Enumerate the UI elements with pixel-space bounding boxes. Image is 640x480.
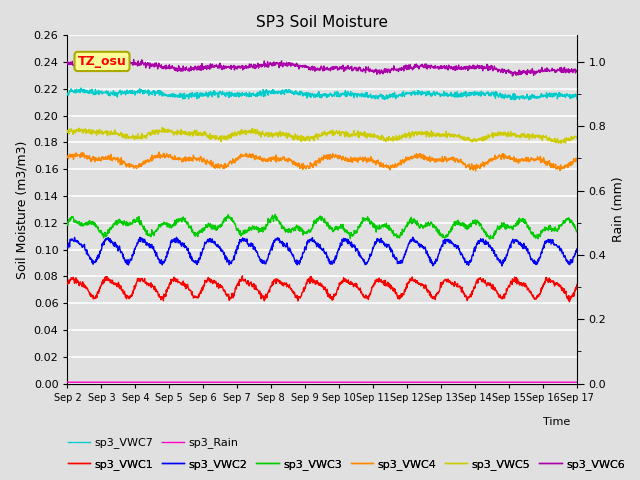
Y-axis label: Soil Moisture (m3/m3): Soil Moisture (m3/m3) xyxy=(15,140,28,279)
Text: TZ_osu: TZ_osu xyxy=(77,55,126,68)
Text: Time: Time xyxy=(543,417,570,427)
Y-axis label: Rain (mm): Rain (mm) xyxy=(612,177,625,242)
Title: SP3 Soil Moisture: SP3 Soil Moisture xyxy=(256,15,388,30)
Legend: sp3_VWC1, sp3_VWC2, sp3_VWC3, sp3_VWC4, sp3_VWC5, sp3_VWC6: sp3_VWC1, sp3_VWC2, sp3_VWC3, sp3_VWC4, … xyxy=(63,455,629,474)
Legend: sp3_VWC7, sp3_Rain: sp3_VWC7, sp3_Rain xyxy=(63,433,243,453)
